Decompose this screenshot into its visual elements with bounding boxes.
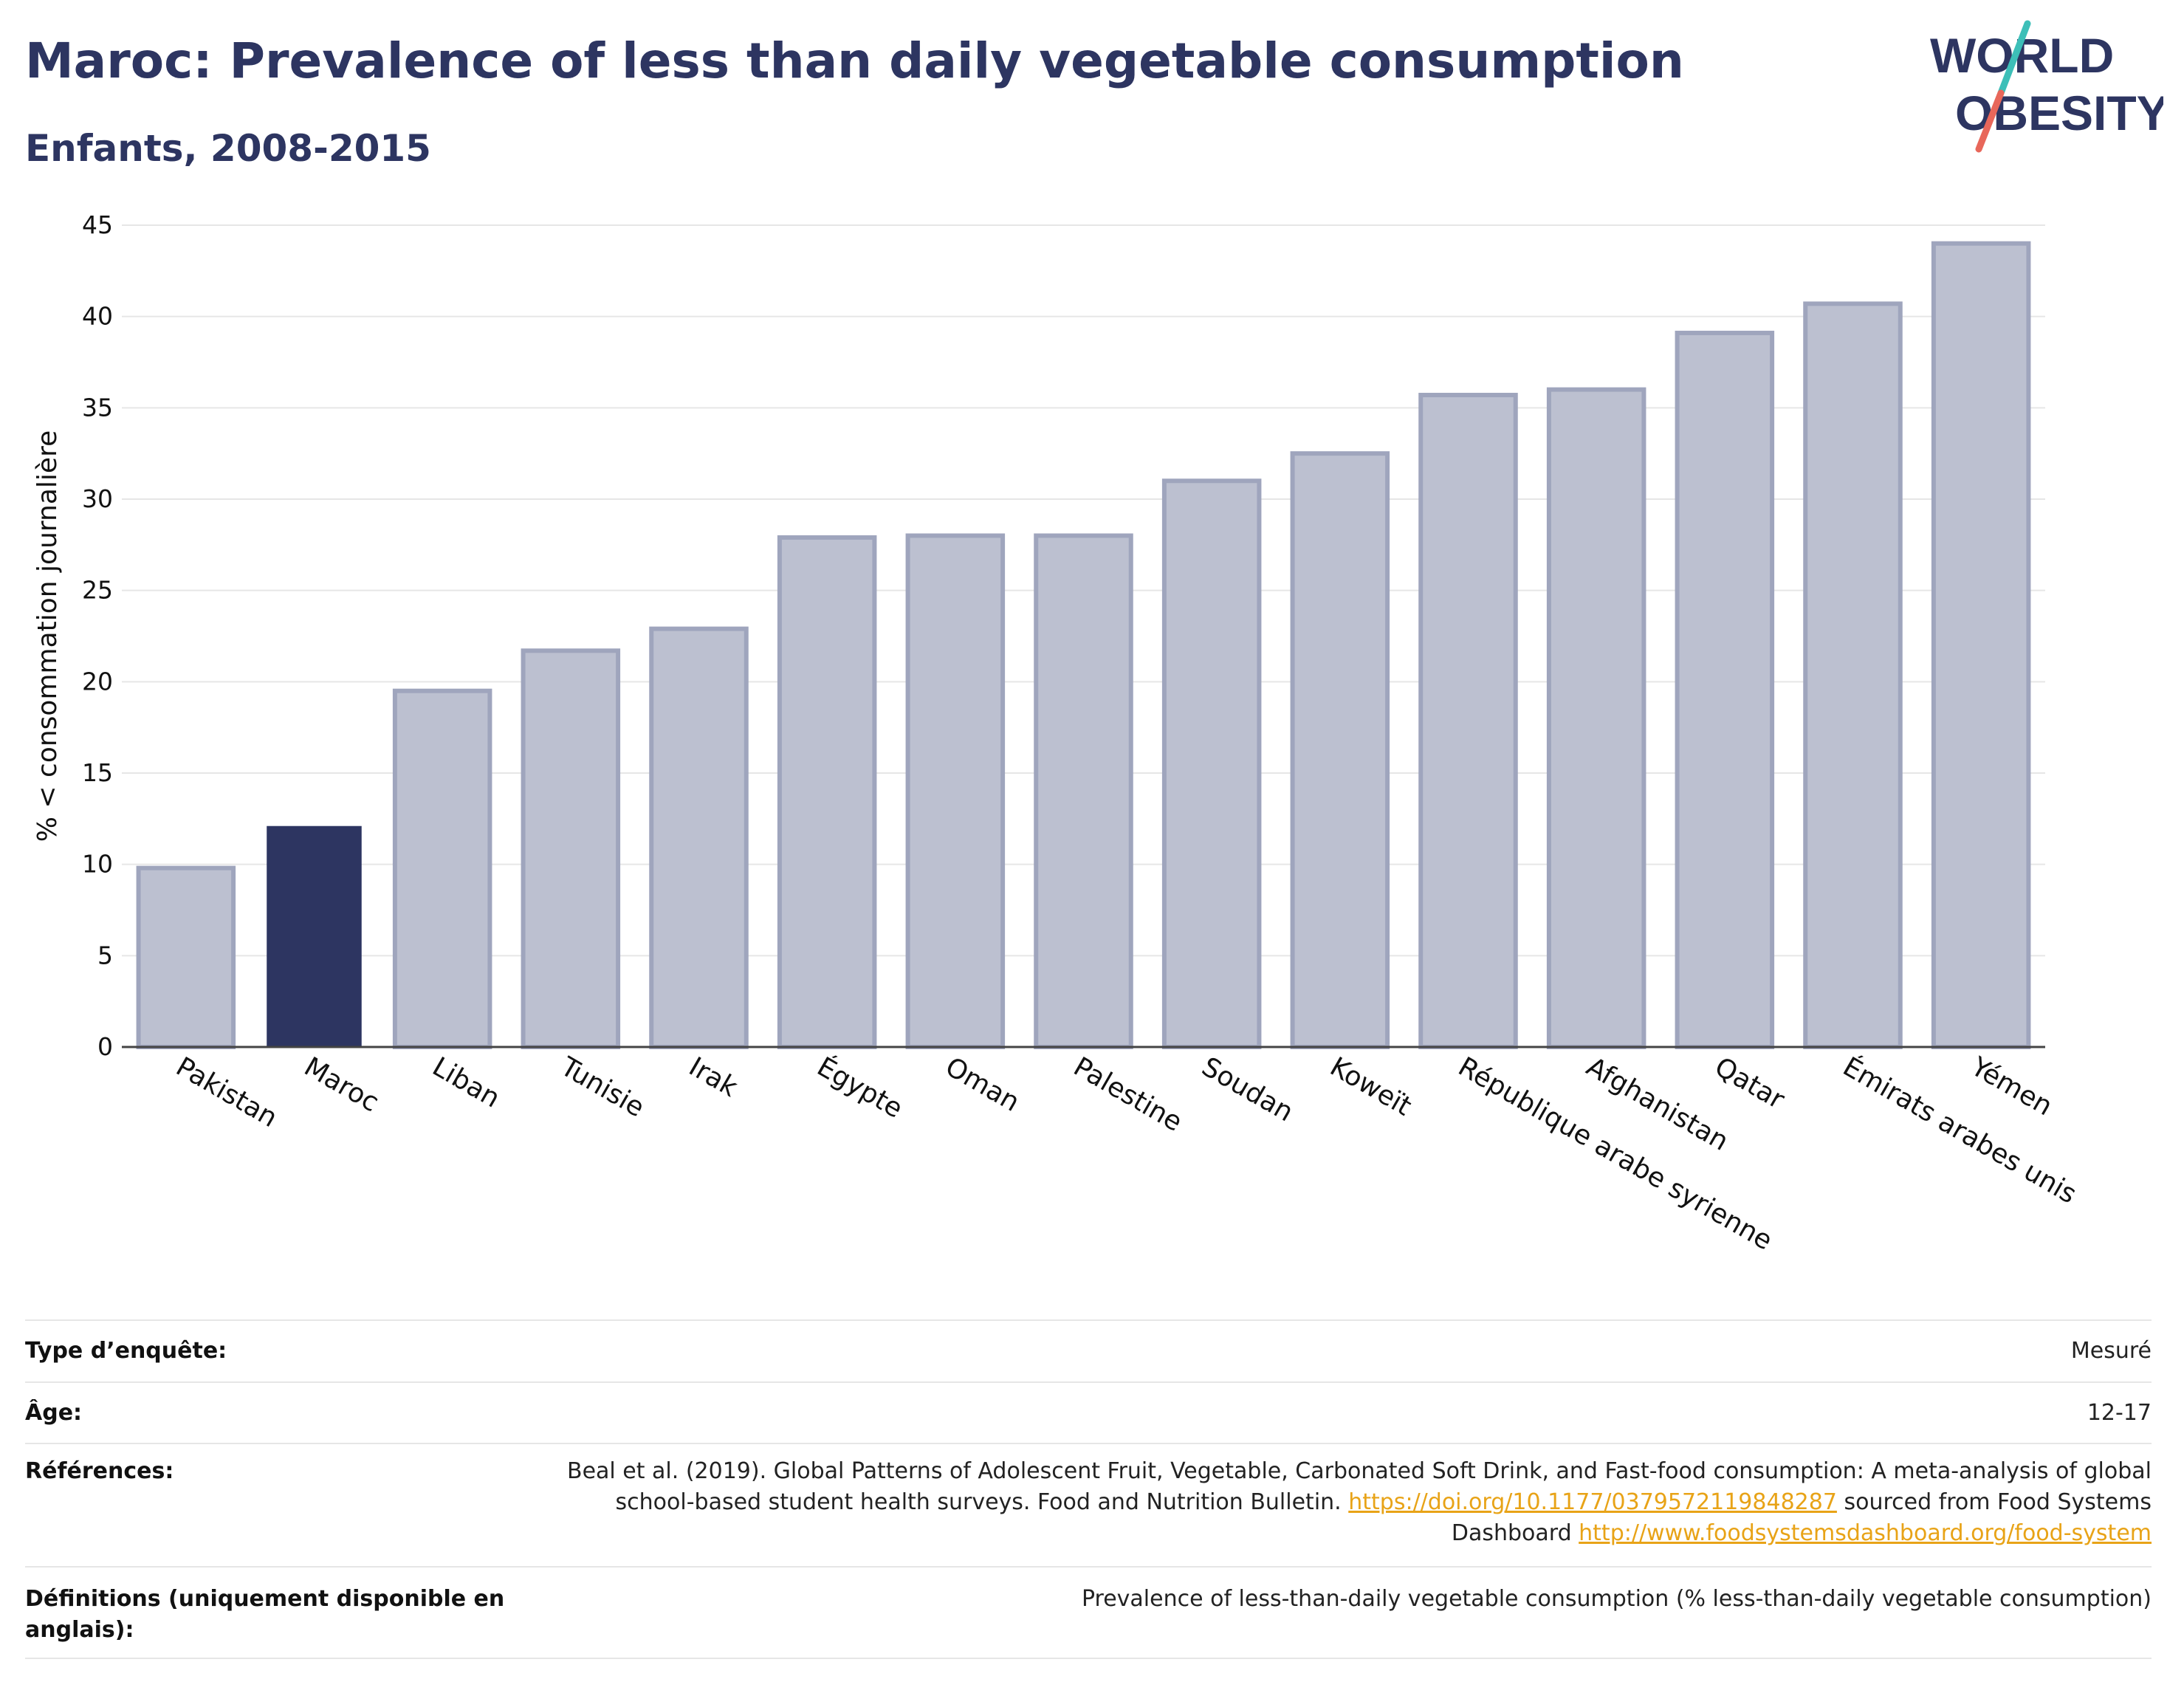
y-tick-label: 35 bbox=[82, 393, 113, 422]
y-tick-label: 40 bbox=[82, 302, 113, 331]
bar bbox=[1290, 451, 1390, 1049]
x-tick-label: Koweït bbox=[1325, 1051, 1416, 1122]
x-tick-label: Tunisie bbox=[554, 1051, 649, 1124]
y-tick-label: 0 bbox=[97, 1032, 113, 1061]
bar bbox=[392, 688, 492, 1049]
world-obesity-logo: WORLD OBESITY bbox=[1930, 20, 2163, 153]
meta-row-definitions: Définitions (uniquement disponible en an… bbox=[25, 1566, 2152, 1659]
x-tick-label: Égypte bbox=[812, 1051, 908, 1124]
meta-row-age: Âge: 12-17 bbox=[25, 1381, 2152, 1443]
definitions-label: Définitions (uniquement disponible en an… bbox=[25, 1586, 505, 1643]
bar-highlight bbox=[267, 825, 362, 1047]
logo-slash-top bbox=[1997, 20, 2031, 97]
bar bbox=[1161, 478, 1262, 1049]
y-axis-label: % < consommation journalière bbox=[32, 430, 63, 842]
y-tick-label: 25 bbox=[82, 576, 113, 605]
survey-type-label: Type d’enquête: bbox=[25, 1338, 227, 1364]
y-tick-label: 10 bbox=[82, 850, 113, 879]
x-tick-label: Qatar bbox=[1709, 1051, 1789, 1115]
bar bbox=[649, 626, 749, 1049]
logo-slash-bottom bbox=[1975, 89, 2005, 153]
survey-type-value: Mesuré bbox=[2070, 1338, 2152, 1364]
x-tick-label: Pakistan bbox=[171, 1051, 282, 1133]
references-value: Beal et al. (2019). Global Patterns of A… bbox=[564, 1456, 2152, 1549]
x-tick-label: Yémen bbox=[1965, 1051, 2058, 1122]
x-tick-label: Soudan bbox=[1197, 1051, 1299, 1127]
meta-row-references: Références: Beal et al. (2019). Global P… bbox=[25, 1443, 2152, 1566]
page-title: Maroc: Prevalence of less than daily veg… bbox=[25, 32, 1684, 89]
references-label: Références: bbox=[25, 1458, 174, 1484]
references-text-2: sourced from Food Systems Dashboard bbox=[1451, 1489, 2152, 1546]
y-tick-label: 30 bbox=[82, 484, 113, 513]
y-tick-label: 20 bbox=[82, 667, 113, 696]
bar bbox=[521, 648, 621, 1049]
y-tick-label: 15 bbox=[82, 758, 113, 787]
references-text-1: Beal et al. (2019). Global Patterns of A… bbox=[566, 1458, 2152, 1515]
definitions-value: Prevalence of less-than-daily vegetable … bbox=[1081, 1586, 2152, 1612]
bar bbox=[777, 535, 877, 1049]
bar-chart: 0 5 10 15 20 25 30 35 40 45 % < consommation journ… bbox=[32, 210, 2082, 1257]
x-tick-label: Oman bbox=[940, 1051, 1024, 1118]
y-tick-label: 45 bbox=[82, 210, 113, 239]
x-tick-label: Irak bbox=[684, 1051, 743, 1103]
bar bbox=[1418, 393, 1518, 1049]
bar bbox=[1546, 387, 1646, 1049]
bar bbox=[1034, 533, 1133, 1049]
doi-link[interactable]: https://doi.org/10.1177/0379572119848287 bbox=[1348, 1489, 1837, 1515]
page-subtitle: Enfants, 2008-2015 bbox=[25, 127, 431, 170]
food-systems-dashboard-link[interactable]: http://www.foodsystemsdashboard.org/food… bbox=[1579, 1520, 2152, 1546]
age-label: Âge: bbox=[25, 1400, 83, 1426]
bar bbox=[1675, 330, 1775, 1049]
x-tick-label: Émirats arabes unis bbox=[1838, 1051, 2082, 1209]
age-value: 12-17 bbox=[2087, 1400, 2152, 1426]
y-tick-label: 5 bbox=[97, 941, 113, 969]
x-tick-label: Liban bbox=[427, 1051, 505, 1113]
bar bbox=[1803, 301, 1903, 1049]
bar bbox=[905, 533, 1006, 1049]
metadata-table: Type d’enquête: Mesuré Âge: 12-17 Référe… bbox=[25, 1319, 2152, 1659]
bar bbox=[1931, 241, 2031, 1050]
meta-row-survey: Type d’enquête: Mesuré bbox=[25, 1319, 2152, 1381]
x-tick-label: Palestine bbox=[1068, 1051, 1187, 1138]
bar bbox=[136, 865, 236, 1049]
x-tick-label: Maroc bbox=[299, 1051, 384, 1118]
